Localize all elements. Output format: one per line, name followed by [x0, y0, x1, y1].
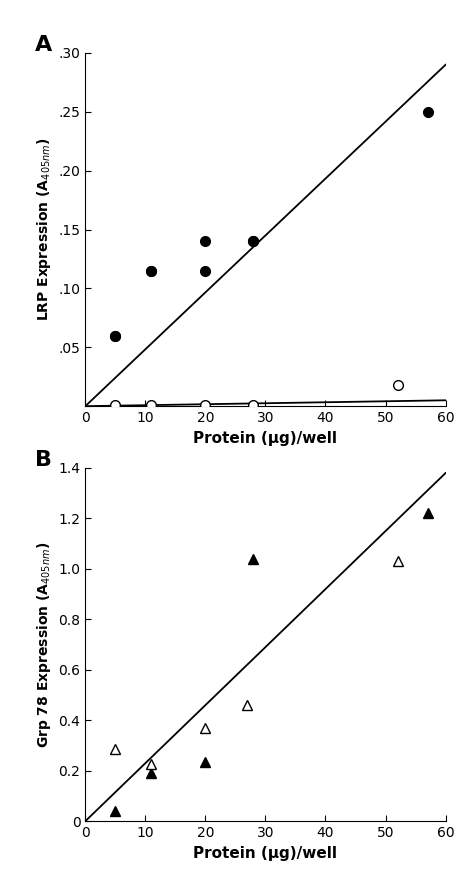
Y-axis label: LRP Expression (A$_{405nm}$): LRP Expression (A$_{405nm}$) [35, 138, 53, 321]
Text: A: A [35, 35, 52, 56]
X-axis label: Protein (μg)/well: Protein (μg)/well [193, 431, 337, 446]
Text: B: B [35, 450, 52, 471]
X-axis label: Protein (μg)/well: Protein (μg)/well [193, 846, 337, 861]
Y-axis label: Grp 78 Expression (A$_{405nm}$): Grp 78 Expression (A$_{405nm}$) [35, 541, 53, 748]
